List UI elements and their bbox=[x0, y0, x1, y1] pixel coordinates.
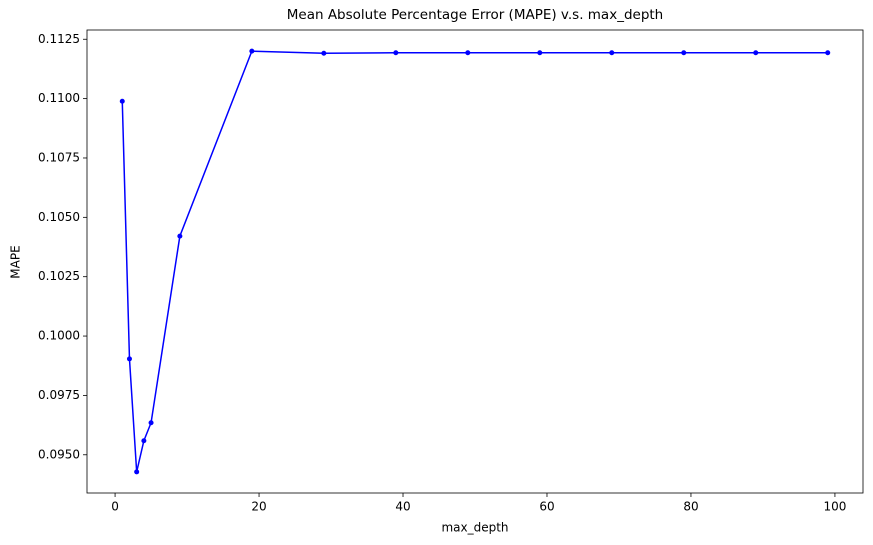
x-tick-label: 100 bbox=[823, 500, 846, 514]
data-point bbox=[681, 50, 687, 56]
y-tick-label: 0.1050 bbox=[38, 210, 80, 224]
data-point bbox=[393, 50, 399, 56]
y-tick-label: 0.1100 bbox=[38, 91, 80, 105]
data-point bbox=[249, 48, 255, 54]
data-point bbox=[126, 356, 132, 362]
data-point bbox=[753, 50, 759, 56]
x-tick-label: 20 bbox=[251, 500, 266, 514]
data-point bbox=[465, 50, 471, 56]
y-tick-label: 0.0975 bbox=[38, 388, 80, 402]
y-tick-label: 0.1075 bbox=[38, 150, 80, 164]
plot-frame bbox=[86, 29, 864, 494]
data-line bbox=[121, 50, 828, 473]
data-point bbox=[825, 50, 831, 56]
y-tick-label: 0.1125 bbox=[38, 32, 80, 46]
y-tick-label: 0.0950 bbox=[38, 447, 80, 461]
y-tick-label: 0.1025 bbox=[38, 269, 80, 283]
data-point bbox=[134, 469, 140, 475]
data-point bbox=[321, 50, 327, 56]
x-tick-label: 0 bbox=[111, 500, 119, 514]
x-tick-label: 60 bbox=[539, 500, 554, 514]
data-point bbox=[177, 233, 183, 239]
data-point bbox=[119, 98, 125, 104]
x-tick-label: 40 bbox=[395, 500, 410, 514]
y-tick-label: 0.1000 bbox=[38, 329, 80, 343]
data-point bbox=[537, 50, 543, 56]
x-axis-label: max_depth bbox=[441, 521, 508, 535]
y-axis-label: MAPE bbox=[9, 245, 23, 278]
data-point bbox=[609, 50, 615, 56]
x-tick-label: 80 bbox=[683, 500, 698, 514]
data-point bbox=[141, 438, 147, 444]
data-point bbox=[148, 420, 154, 426]
chart-title: Mean Absolute Percentage Error (MAPE) v.… bbox=[287, 7, 663, 23]
